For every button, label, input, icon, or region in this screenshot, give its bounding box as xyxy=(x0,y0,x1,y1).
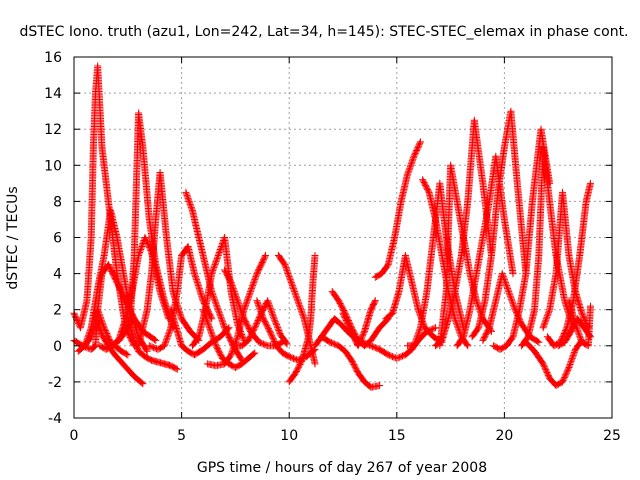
x-tick-label: 5 xyxy=(177,428,186,444)
series-markers xyxy=(339,297,379,350)
series-markers xyxy=(539,188,592,332)
series-markers xyxy=(285,252,319,386)
y-tick-label: 12 xyxy=(44,122,62,138)
data-series xyxy=(436,161,495,350)
x-axis-label: GPS time / hours of day 267 of year 2008 xyxy=(197,460,487,476)
y-tick-label: 6 xyxy=(53,231,62,247)
data-series xyxy=(522,336,586,389)
y-tick-label: 0 xyxy=(53,339,62,355)
data-series xyxy=(565,297,594,350)
data-series xyxy=(253,297,319,364)
data-series xyxy=(109,109,177,350)
x-tick-label: 10 xyxy=(280,428,298,444)
series-markers xyxy=(436,161,495,350)
data-series xyxy=(382,252,446,346)
series-markers xyxy=(135,169,203,350)
data-series xyxy=(135,169,203,350)
series-markers xyxy=(522,336,586,389)
series-markers xyxy=(371,138,424,281)
data-series xyxy=(318,333,384,391)
y-tick-label: 2 xyxy=(53,303,62,319)
y-axis-label: dSTEC / TECUs xyxy=(5,186,21,289)
series-markers xyxy=(318,333,384,391)
x-tick-label: 25 xyxy=(603,428,621,444)
series-markers xyxy=(565,297,594,350)
series-markers xyxy=(199,306,259,371)
axis-ticks: 0 5 10 15 20 25 -4 -2 0 2 4 6 8 10 12 14 16 xyxy=(44,50,621,444)
y-tick-label: 10 xyxy=(44,158,62,174)
series-markers xyxy=(468,107,530,341)
series-markers xyxy=(382,252,446,346)
data-series xyxy=(468,107,530,341)
y-tick-label: 4 xyxy=(53,267,62,283)
y-tick-label: 14 xyxy=(44,86,62,102)
y-tick-label: -4 xyxy=(48,411,62,427)
data-marks xyxy=(70,62,594,391)
data-series xyxy=(285,252,319,386)
data-series xyxy=(539,188,592,332)
chart-title: dSTEC Iono. truth (azu1, Lon=242, Lat=34… xyxy=(19,24,628,40)
series-markers xyxy=(253,297,319,364)
data-series xyxy=(371,138,424,281)
y-tick-label: 16 xyxy=(44,50,62,66)
x-tick-label: 0 xyxy=(70,428,79,444)
data-series xyxy=(339,297,379,350)
x-tick-label: 15 xyxy=(388,428,406,444)
y-tick-label: 8 xyxy=(53,194,62,210)
y-tick-label: -2 xyxy=(48,375,62,391)
data-series xyxy=(199,306,259,371)
series-markers xyxy=(109,109,177,350)
x-tick-label: 20 xyxy=(495,428,513,444)
